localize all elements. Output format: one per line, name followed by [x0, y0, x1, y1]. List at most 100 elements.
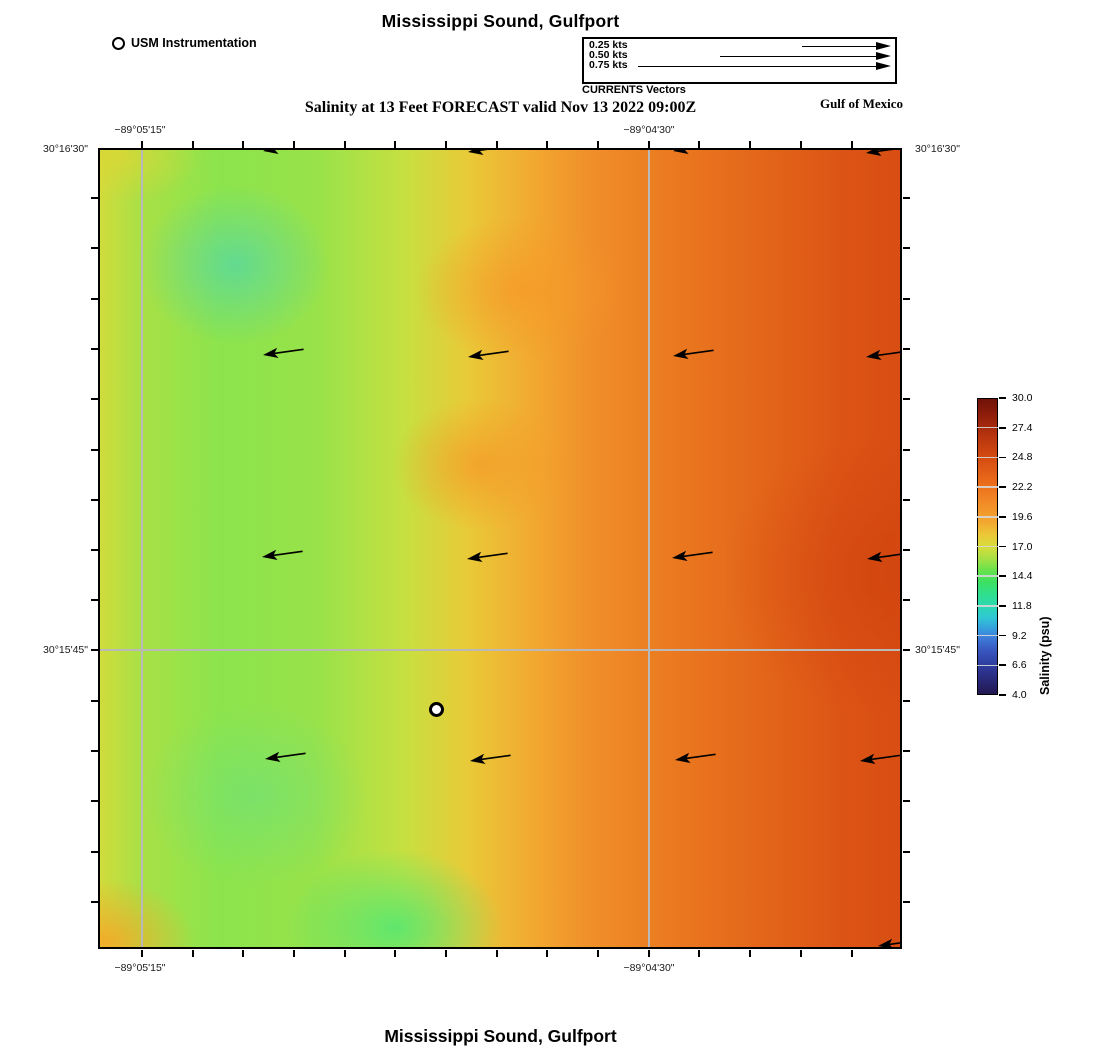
station-marker-icon [112, 36, 125, 50]
colorbar-gridline [977, 634, 998, 637]
reference-arrow-head-icon [876, 61, 891, 70]
colorbar-tick-label: 11.8 [1012, 599, 1032, 612]
vector-legend-box: 0.25 kts 0.50 kts 0.75 kts [582, 37, 897, 84]
current-vector-arrow [877, 938, 900, 947]
y-axis-label-left-south: 30°15'45" [43, 644, 88, 656]
colorbar-tick-label: 17.0 [1012, 540, 1033, 553]
reference-arrow-head-icon [876, 51, 891, 60]
current-vector-arrow [865, 150, 900, 161]
axis-tick [749, 950, 751, 957]
currents-vectors-caption: CURRENTS Vectors [582, 84, 686, 96]
colorbar-title: Salinity (psu) [1038, 616, 1052, 695]
axis-tick [698, 950, 700, 957]
colorbar-tick-label: 6.6 [1012, 659, 1027, 672]
usm-legend-label: USM Instrumentation [131, 36, 257, 50]
colorbar-tick-label: 27.4 [1012, 421, 1033, 434]
current-vector-arrow [262, 150, 305, 159]
current-vector-arrow [672, 348, 715, 364]
axis-tick [91, 348, 98, 350]
colorbar-tick [999, 605, 1006, 607]
axis-tick [903, 398, 910, 400]
axis-tick [597, 141, 599, 148]
forecast-subtitle: Salinity at 13 Feet FORECAST valid Nov 1… [304, 99, 697, 116]
axis-tick [597, 950, 599, 957]
longitude-gridline [648, 150, 650, 947]
axis-tick [903, 247, 910, 249]
axis-tick [192, 141, 194, 148]
axis-tick [648, 950, 650, 957]
axis-tick [91, 649, 98, 651]
axis-tick [242, 950, 244, 957]
axis-tick [91, 449, 98, 451]
page-title: Mississippi Sound, Gulfport [381, 11, 620, 31]
y-axis-label-left-north: 30°16'30" [43, 143, 88, 155]
colorbar-tick [999, 545, 1006, 548]
current-vector-arrow [467, 349, 510, 365]
axis-tick [546, 141, 548, 148]
colorbar-tick-label: 19.6 [1012, 510, 1033, 523]
colorbar-tick-label: 24.8 [1012, 451, 1033, 464]
axis-tick [903, 348, 910, 350]
axis-tick [394, 141, 396, 148]
axis-tick [903, 599, 910, 601]
axis-tick [394, 950, 396, 957]
vector-speed-label: 0.75 kts [589, 59, 628, 71]
axis-tick [903, 700, 910, 702]
colorbar-tick [999, 426, 1006, 429]
axis-tick [91, 197, 98, 199]
axis-tick [141, 141, 143, 148]
colorbar-tick [999, 515, 1006, 518]
axis-tick [546, 950, 548, 957]
axis-tick [800, 950, 802, 957]
axis-tick [903, 800, 910, 802]
current-vector-arrow [264, 751, 307, 767]
colorbar-tick [999, 694, 1006, 696]
axis-tick [903, 298, 910, 300]
axis-tick [903, 549, 910, 551]
colorbar-tick-label: 14.4 [1012, 570, 1033, 583]
colorbar-tick-label: 4.0 [1012, 689, 1027, 701]
axis-tick [851, 141, 853, 148]
usm-station-marker[interactable] [429, 702, 444, 717]
axis-tick [903, 499, 910, 501]
axis-tick [91, 901, 98, 903]
colorbar-tick [999, 664, 1006, 667]
colorbar-gridline [977, 664, 998, 667]
axis-tick [496, 950, 498, 957]
vector-speed-label: 0.25 kts [589, 39, 628, 51]
x-axis-label-top-west: −89°05'15" [114, 124, 166, 136]
current-vector-arrow [469, 753, 512, 769]
current-vector-arrow [672, 150, 715, 159]
axis-tick [91, 800, 98, 802]
reference-arrow-head-icon [876, 41, 891, 50]
salinity-heatmap[interactable] [98, 148, 902, 949]
colorbar-gridline [977, 486, 998, 488]
axis-tick [91, 398, 98, 400]
axis-tick [91, 599, 98, 601]
axis-tick [242, 141, 244, 148]
y-axis-label-right-north: 30°16'30" [915, 143, 960, 155]
axis-tick [698, 141, 700, 148]
axis-tick [91, 750, 98, 752]
footer-title: Mississippi Sound, Gulfport [384, 1026, 617, 1046]
x-axis-label-top-east: −89°04'30" [623, 124, 675, 136]
axis-tick [91, 499, 98, 501]
current-vector-arrow [865, 349, 900, 365]
axis-tick [293, 950, 295, 957]
axis-tick [903, 750, 910, 752]
axis-tick [91, 298, 98, 300]
colorbar-tick-label: 9.2 [1012, 629, 1027, 642]
colorbar-gridline [977, 545, 998, 548]
reference-arrow-shaft [638, 65, 878, 67]
colorbar-gridline [977, 605, 998, 607]
current-vector-arrow [261, 549, 304, 565]
axis-tick [903, 197, 910, 199]
axis-tick [496, 141, 498, 148]
axis-tick [851, 950, 853, 957]
current-vector-arrow [671, 550, 714, 566]
colorbar-tick [999, 634, 1006, 637]
reference-arrow-shaft [802, 45, 878, 47]
colorbar-tick [999, 397, 1006, 399]
axis-tick [293, 141, 295, 148]
